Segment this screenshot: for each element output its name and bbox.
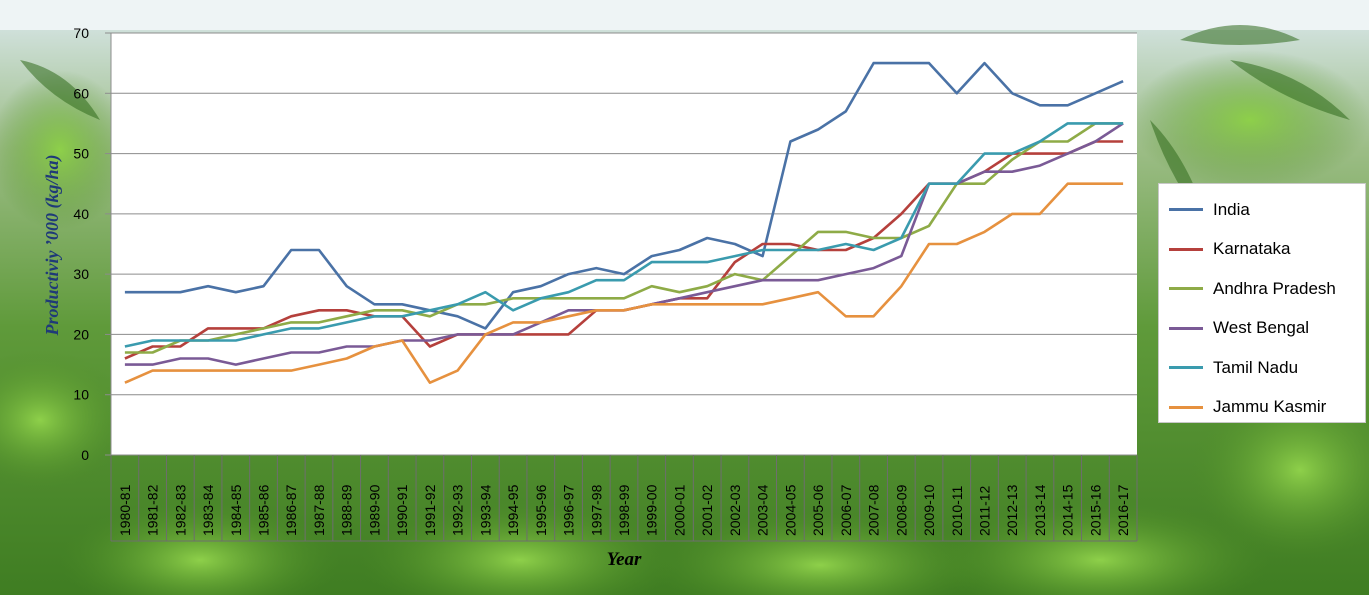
legend-label: West Bengal bbox=[1213, 318, 1310, 338]
legend-swatch bbox=[1169, 247, 1203, 251]
x-tick-label: 1982-83 bbox=[172, 484, 188, 536]
x-tick-label: 2005-06 bbox=[810, 484, 826, 536]
x-tick-label: 2001-02 bbox=[699, 484, 715, 536]
x-axis: 1980-81 1981-82 1982-83 1983-84 1984-85 1985-… bbox=[110, 455, 1138, 542]
x-tick-label: 2012-13 bbox=[1004, 484, 1020, 536]
x-tick-label: 2002-03 bbox=[727, 484, 743, 536]
x-tick-label: 1989-90 bbox=[366, 484, 382, 536]
x-tick-label: 1997-98 bbox=[588, 484, 604, 536]
x-tick-label: 1988-89 bbox=[339, 484, 355, 536]
x-tick-label: 2014-15 bbox=[1060, 484, 1076, 536]
legend-swatch bbox=[1169, 208, 1203, 212]
x-tick-label: 1986-87 bbox=[283, 484, 299, 536]
legend-swatch bbox=[1169, 287, 1203, 291]
y-axis-label: Productiviy ’000 (kg/ha) bbox=[42, 155, 63, 337]
legend-label: Karnataka bbox=[1213, 239, 1291, 259]
x-tick-label: 2004-05 bbox=[782, 484, 798, 536]
y-tick-label: 30 bbox=[73, 266, 89, 282]
x-tick-label: 1980-81 bbox=[117, 484, 133, 536]
x-tick-label: 2006-07 bbox=[838, 484, 854, 536]
legend: India Karnataka Andhra Pradesh West Bengal T… bbox=[1158, 183, 1366, 423]
legend-item: Jammu Kasmir bbox=[1159, 388, 1365, 428]
y-tick-label: 10 bbox=[73, 387, 89, 403]
legend-item: West Bengal bbox=[1159, 309, 1365, 349]
x-axis-label: Year bbox=[607, 549, 642, 570]
legend-swatch bbox=[1169, 405, 1203, 409]
x-tick-label: 2007-08 bbox=[866, 484, 882, 536]
legend-label: Andhra Pradesh bbox=[1213, 278, 1336, 298]
x-tick-label: 2000-01 bbox=[671, 484, 687, 536]
legend-item: Tamil Nadu bbox=[1159, 348, 1365, 388]
y-tick-label: 40 bbox=[73, 206, 89, 222]
legend-label: India bbox=[1213, 199, 1250, 219]
plot-area bbox=[111, 33, 1137, 455]
x-tick-label: 1996-97 bbox=[561, 484, 577, 536]
x-tick-label: 1998-99 bbox=[616, 484, 632, 536]
legend-item: Andhra Pradesh bbox=[1159, 269, 1365, 309]
y-tick-label: 60 bbox=[73, 85, 89, 101]
x-tick-label: 1981-82 bbox=[145, 484, 161, 536]
y-tick-label: 70 bbox=[73, 25, 89, 41]
x-tick-label: 1990-91 bbox=[394, 484, 410, 536]
x-tick-label: 2009-10 bbox=[921, 484, 937, 536]
series-lines bbox=[124, 61, 1124, 385]
y-tick-label: 50 bbox=[73, 146, 89, 162]
legend-item: Karnataka bbox=[1159, 230, 1365, 270]
x-tick-label: 1983-84 bbox=[200, 484, 216, 536]
series-line-tamil-nadu bbox=[124, 122, 1124, 348]
x-tick-label: 1984-85 bbox=[228, 484, 244, 536]
x-tick-label: 2011-12 bbox=[976, 485, 992, 536]
x-tick-label: 1991-92 bbox=[422, 484, 438, 536]
legend-swatch bbox=[1169, 366, 1203, 370]
x-tick-label: 1987-88 bbox=[311, 484, 327, 536]
x-tick-label: 1992-93 bbox=[450, 484, 466, 536]
x-tick-label: 1994-95 bbox=[505, 484, 521, 536]
y-tick-label: 0 bbox=[81, 447, 89, 463]
legend-label: Tamil Nadu bbox=[1213, 357, 1299, 377]
x-tick-label: 1993-94 bbox=[477, 484, 493, 536]
x-tick-label: 2010-11 bbox=[949, 485, 965, 536]
legend-swatch bbox=[1169, 326, 1203, 330]
x-tick-label: 2016-17 bbox=[1115, 484, 1131, 536]
y-axis: 0 10 20 30 40 50 60 70 bbox=[73, 25, 112, 463]
series-line-india bbox=[124, 61, 1124, 330]
x-tick-label: 2015-16 bbox=[1087, 484, 1103, 536]
y-tick-label: 20 bbox=[73, 326, 89, 342]
x-tick-label: 1999-00 bbox=[644, 484, 660, 536]
x-tick-label: 1985-86 bbox=[256, 484, 272, 536]
x-tick-label: 2003-04 bbox=[755, 484, 771, 536]
x-tick-label: 1995-96 bbox=[533, 484, 549, 536]
series-line-jammu-kasmir bbox=[124, 182, 1124, 385]
x-tick-label: 2008-09 bbox=[893, 484, 909, 536]
x-tick-label: 2013-14 bbox=[1032, 484, 1048, 536]
legend-label: Jammu Kasmir bbox=[1213, 397, 1327, 417]
legend-item: India bbox=[1159, 190, 1365, 230]
